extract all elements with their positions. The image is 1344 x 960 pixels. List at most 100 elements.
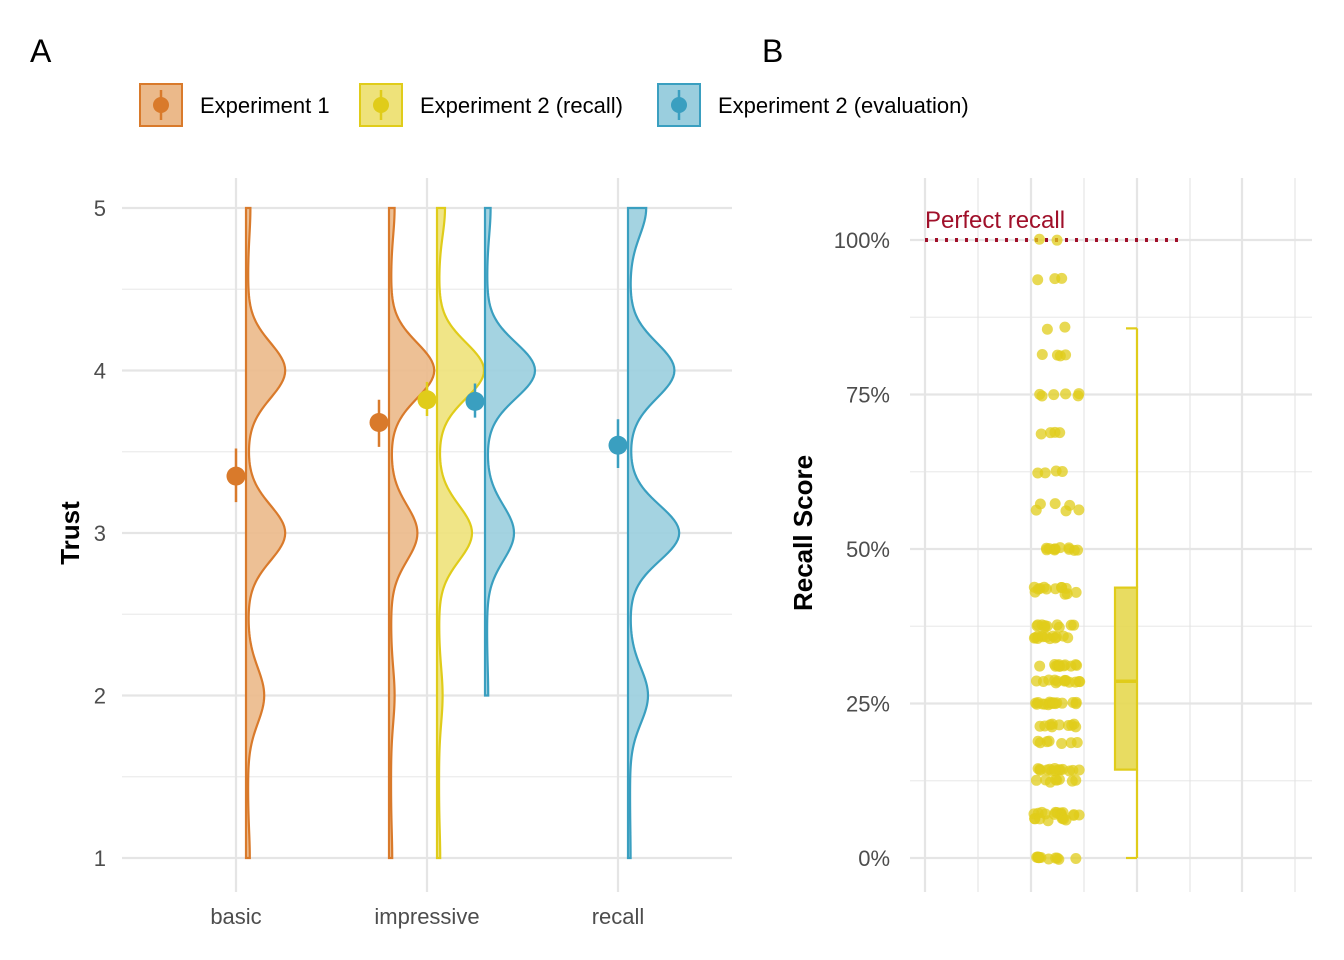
- panel-a: 1 2 3 4 5 basic impressive recall Trust: [55, 178, 732, 929]
- legend-dot-1: [373, 97, 389, 113]
- recall-point: [1036, 349, 1048, 361]
- recall-point: [1029, 632, 1041, 644]
- mean-point-recall-2: [608, 435, 628, 455]
- recall-point: [1046, 721, 1058, 733]
- mean-point-impressive-1: [417, 390, 437, 410]
- recall-point: [1039, 620, 1051, 632]
- recall-point: [1039, 467, 1051, 479]
- recall-point: [1060, 814, 1072, 826]
- recall-point: [1047, 697, 1059, 709]
- recall-point: [1063, 765, 1075, 777]
- recall-point: [1070, 586, 1082, 598]
- recall-point: [1032, 763, 1044, 775]
- x-tick-label: impressive: [374, 904, 479, 929]
- y-tick-label-b: 100%: [834, 228, 890, 253]
- y-axis-title-a: Trust: [55, 501, 85, 565]
- legend-label-0: Experiment 1: [200, 93, 330, 118]
- recall-point: [1033, 233, 1045, 245]
- recall-point: [1030, 774, 1042, 786]
- recall-point: [1056, 465, 1068, 477]
- mean-point-impressive-0: [369, 413, 389, 432]
- recall-point: [1051, 234, 1063, 246]
- recall-point: [1065, 737, 1077, 749]
- recall-point: [1056, 738, 1068, 750]
- recall-point: [1072, 544, 1084, 556]
- violin-impressive-2: [483, 206, 537, 697]
- recall-point: [1035, 428, 1047, 440]
- violin-impressive-0: [387, 206, 436, 860]
- ticks-a: 1 2 3 4 5 basic impressive recall: [94, 196, 645, 929]
- recall-point: [1070, 696, 1082, 708]
- legend: Experiment 1 Experiment 2 (recall) Experim…: [139, 83, 969, 127]
- y-tick-label-b: 50%: [846, 537, 890, 562]
- recall-point: [1034, 813, 1046, 825]
- recall-point: [1060, 674, 1072, 686]
- recall-point: [1073, 675, 1085, 687]
- points-b: [1028, 233, 1139, 865]
- legend-label-1: Experiment 2 (recall): [420, 93, 623, 118]
- recall-point: [1066, 775, 1078, 787]
- recall-point: [1033, 852, 1045, 864]
- y-tick-label: 3: [94, 521, 106, 546]
- perfect-recall-label: Perfect recall: [925, 207, 1065, 234]
- ticks-b: 0% 25% 50% 75% 100%: [834, 228, 890, 871]
- mean-point-impressive-2: [465, 391, 485, 411]
- recall-point: [1054, 427, 1066, 439]
- recall-point: [1058, 660, 1070, 672]
- recall-point: [1031, 698, 1043, 710]
- recall-point: [1049, 762, 1061, 774]
- recall-point: [1073, 504, 1085, 516]
- mean-point-basic-0: [226, 466, 246, 486]
- recall-point: [1051, 619, 1063, 631]
- x-tick-label: basic: [210, 904, 261, 929]
- recall-point: [1050, 852, 1062, 864]
- y-tick-label-b: 25%: [846, 692, 890, 717]
- recall-point: [1059, 588, 1071, 600]
- y-tick-label: 4: [94, 359, 106, 384]
- recall-point: [1068, 809, 1080, 821]
- panel-b: 0% 25% 50% 75% 100% Recall Score Perfect rec…: [788, 178, 1312, 892]
- recall-point: [1034, 660, 1046, 672]
- recall-point: [1070, 853, 1082, 865]
- violins-a: [226, 206, 681, 860]
- recall-point: [1043, 543, 1055, 555]
- recall-point: [1066, 719, 1078, 731]
- recall-point: [1036, 390, 1048, 402]
- recall-point: [1049, 498, 1061, 510]
- y-tick-label-b: 0%: [858, 846, 890, 871]
- violin-recall-2: [626, 206, 681, 860]
- recall-point: [1056, 272, 1068, 284]
- recall-point: [1051, 774, 1063, 786]
- recall-point: [1065, 619, 1077, 631]
- y-tick-label: 5: [94, 196, 106, 221]
- y-tick-label: 2: [94, 684, 106, 709]
- legend-dot-0: [153, 97, 169, 113]
- x-tick-label: recall: [592, 904, 645, 929]
- recall-point: [1032, 274, 1044, 286]
- recall-point: [1062, 632, 1074, 644]
- grid-b: [910, 178, 1312, 892]
- panel-label-a: A: [30, 33, 52, 69]
- recall-point: [1060, 388, 1072, 400]
- recall-point: [1043, 674, 1055, 686]
- violin-impressive-1: [435, 206, 486, 860]
- recall-point: [1054, 542, 1066, 554]
- recall-point: [1060, 505, 1072, 517]
- recall-point: [1054, 350, 1066, 362]
- violin-basic-0: [244, 206, 287, 860]
- y-axis-title-b: Recall Score: [788, 455, 818, 611]
- box-iqr: [1113, 586, 1139, 771]
- y-tick-label-b: 75%: [846, 383, 890, 408]
- recall-point: [1059, 321, 1071, 333]
- recall-point: [1031, 620, 1043, 632]
- panel-label-b: B: [762, 33, 783, 69]
- recall-point: [1073, 388, 1085, 400]
- recall-point: [1042, 815, 1054, 827]
- recall-point: [1030, 504, 1042, 516]
- recall-point: [1063, 543, 1075, 555]
- recall-point: [1045, 427, 1057, 439]
- recall-point: [1043, 735, 1055, 747]
- recall-point: [1048, 389, 1060, 401]
- recall-point: [1041, 323, 1053, 335]
